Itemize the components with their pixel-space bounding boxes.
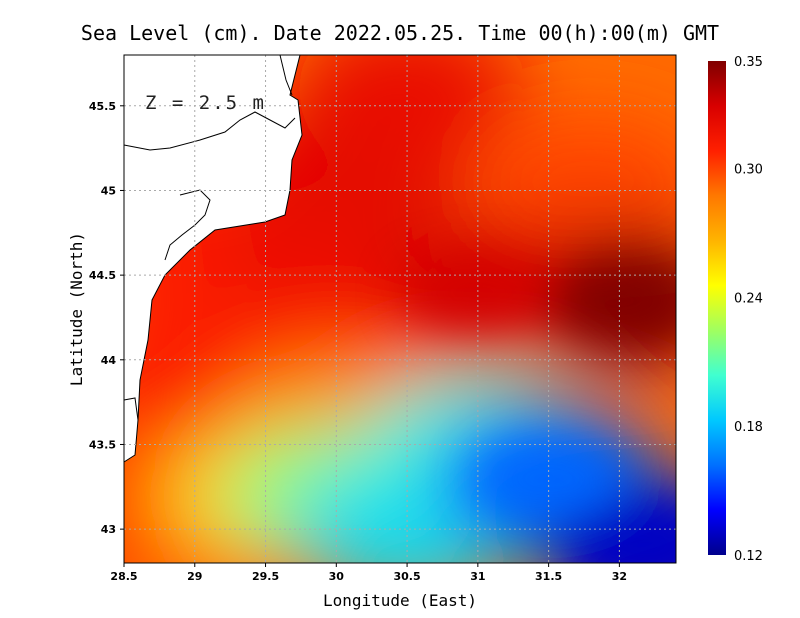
depth-annotation: Z = 2.5 m: [145, 92, 266, 114]
x-tick-label: 29.5: [252, 570, 279, 583]
y-tick-label: 45: [101, 184, 116, 197]
x-tick-label: 29: [187, 570, 202, 583]
x-axis-ticks: 28.5 29 29.5 30 30.5 31 31.5 32: [110, 563, 627, 583]
field-blob: [476, 120, 676, 261]
y-tick-label: 44.5: [89, 269, 116, 282]
y-tick-label: 44: [101, 354, 117, 367]
x-tick-label: 30.5: [394, 570, 421, 583]
inland-lakes: [123, 54, 296, 421]
x-tick-label: 32: [612, 570, 627, 583]
colorbar-ticks: 0.35 0.30 0.24 0.18 0.12: [734, 55, 763, 564]
y-tick-label: 43.5: [89, 438, 116, 451]
colorbar-tick-label: 0.12: [734, 549, 763, 564]
field-core: [473, 440, 624, 517]
y-axis-label: Latitude (North): [67, 232, 86, 386]
field-core: [544, 262, 676, 339]
colorbar-tick-label: 0.18: [734, 420, 763, 435]
land-mask: [124, 55, 302, 462]
heatmap-field: [124, 55, 676, 563]
y-axis-ticks: 43 43.5 44 44.5 45 45.5: [89, 100, 124, 536]
x-tick-label: 30: [329, 570, 345, 583]
colorbar-tick-label: 0.35: [734, 55, 763, 70]
field-core: [402, 254, 553, 331]
x-tick-label: 28.5: [110, 570, 137, 583]
gridlines: [124, 55, 676, 563]
chart-title: Sea Level (cm). Date 2022.05.25. Time 00…: [81, 21, 719, 45]
coastline: [123, 54, 303, 463]
colorbar-tick-label: 0.30: [734, 162, 763, 177]
x-tick-label: 31.5: [535, 570, 562, 583]
plot-frame: [123, 54, 677, 564]
x-tick-label: 31: [470, 570, 485, 583]
field-core: [572, 508, 676, 563]
colorbar: [708, 61, 726, 555]
x-axis-label: Longitude (East): [323, 591, 477, 610]
colorbar-tick-label: 0.24: [734, 291, 763, 306]
y-tick-label: 43: [101, 523, 116, 536]
y-tick-label: 45.5: [89, 100, 116, 113]
